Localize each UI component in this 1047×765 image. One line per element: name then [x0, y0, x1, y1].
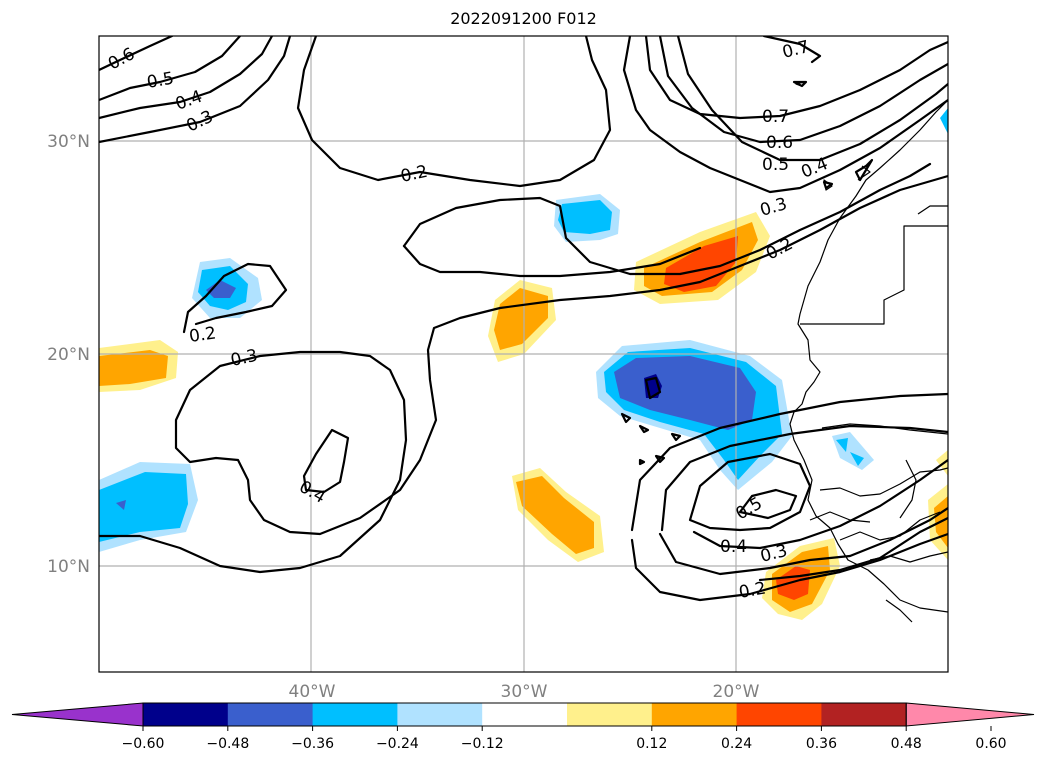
contour-label: 0.4	[296, 477, 329, 508]
contour-label: 0.2	[737, 579, 767, 603]
colorbar-tick-label: −0.60	[122, 736, 165, 752]
contour-label: 0.5	[733, 493, 766, 524]
colorbar-tick-label: 0.48	[891, 736, 922, 752]
colorbar-tick-label: −0.48	[206, 736, 249, 752]
colorbar-extend-high	[905, 702, 1035, 727]
lon-label: 40°W	[289, 682, 336, 702]
colorbar-cell	[397, 703, 483, 726]
colorbar-cells	[11, 702, 1035, 727]
graticule	[99, 36, 948, 672]
latitude-labels: 30°N 20°N 10°N	[47, 132, 90, 577]
colorbar-tick-label: 0.36	[806, 736, 837, 752]
colorbar-cell	[736, 703, 822, 726]
contour-label: 0.4	[720, 537, 747, 557]
colorbar-tick-label: −0.12	[461, 736, 504, 752]
colorbar-cell	[651, 703, 738, 726]
contour-label: 0.5	[762, 155, 789, 175]
contour-label: 0.3	[229, 346, 260, 371]
contour-label: 0.2	[188, 323, 218, 347]
longitude-labels: 40°W 30°W 20°W	[289, 682, 760, 702]
lat-label: 20°N	[47, 345, 90, 365]
contour-label: 0.5	[145, 69, 175, 93]
colorbar-tick-label: −0.24	[376, 736, 419, 752]
colorbar-tick-label: 0.24	[721, 736, 752, 752]
contour-lines	[99, 36, 948, 602]
lon-label: 30°W	[501, 682, 548, 702]
contour-label: 0.3	[758, 194, 790, 221]
colorbar-cell	[821, 703, 907, 726]
colorbar: −0.60 −0.48 −0.36 −0.24 −0.12 0.12 0.24 0.36 0.4…	[11, 702, 1035, 752]
contour-label: 0.6	[105, 44, 138, 74]
colorbar-extend-low	[11, 702, 144, 727]
map-frame	[98, 35, 949, 673]
map-panel: 0.6 0.5 0.4 0.3 0.2 0.2 0.3 0.4 0.7 0.7 …	[99, 36, 948, 672]
colorbar-tick-label: −0.36	[291, 736, 334, 752]
lat-label: 10°N	[47, 557, 90, 577]
contour-label: 0.7	[762, 107, 789, 127]
lat-label: 30°N	[47, 132, 90, 152]
colorbar-cell	[482, 703, 568, 726]
colorbar-tick-label: 0.12	[636, 736, 667, 752]
contour-label: 0.2	[399, 162, 430, 187]
colorbar-cell	[143, 703, 229, 726]
colorbar-cell	[227, 703, 314, 726]
colorbar-cell	[312, 703, 398, 726]
colorbar-tick-label: 0.60	[975, 736, 1006, 752]
colorbar-cell	[567, 703, 653, 726]
colorbar-outline	[142, 702, 907, 727]
map-title: 2022091200 F012	[450, 9, 597, 28]
lon-label: 20°W	[713, 682, 760, 702]
contour-label: 0.6	[766, 133, 793, 153]
colorbar-ticks: −0.60 −0.48 −0.36 −0.24 −0.12 0.12 0.24 0.36 0.4…	[122, 726, 1007, 752]
contour-label-group: 0.6 0.5 0.4 0.3 0.2 0.2 0.3 0.4 0.7 0.7 …	[105, 37, 831, 603]
coastline	[789, 81, 948, 623]
